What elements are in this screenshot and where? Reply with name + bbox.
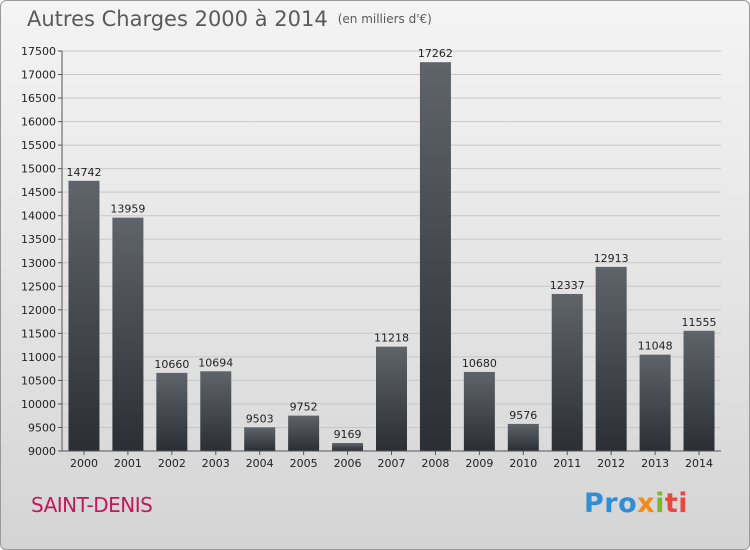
- bar-value-label: 17262: [418, 47, 453, 60]
- bar-2011: [551, 293, 583, 451]
- chart-title-text: Autres Charges 2000 à 2014: [27, 7, 328, 31]
- y-tick-label: 13500: [21, 233, 56, 246]
- bar-2009: [463, 371, 495, 451]
- x-tick-label: 2005: [290, 457, 318, 470]
- y-tick-label: 10500: [21, 374, 56, 387]
- bar-2007: [376, 346, 407, 451]
- x-tick-label: 2011: [553, 457, 581, 470]
- x-tick-label: 2000: [70, 457, 98, 470]
- y-tick-label: 9500: [28, 421, 56, 434]
- y-tick-label: 17000: [21, 69, 56, 82]
- chart-title: Autres Charges 2000 à 2014 (en milliers d…: [27, 7, 432, 31]
- y-tick-label: 11000: [21, 351, 56, 364]
- y-tick-label: 15000: [21, 163, 56, 176]
- y-tick-label: 12000: [21, 304, 56, 317]
- bar-value-label: 11555: [682, 316, 717, 329]
- bar-value-label: 13959: [110, 203, 145, 216]
- bar-2003: [200, 371, 232, 451]
- proxiti-logo: Proxiti: [584, 488, 688, 519]
- x-tick-label: 2010: [509, 457, 537, 470]
- y-tick-label: 15500: [21, 139, 56, 152]
- y-tick-label: 9000: [28, 445, 56, 458]
- x-tick-label: 2009: [465, 457, 493, 470]
- bar-2012: [595, 266, 627, 451]
- x-tick-label: 2014: [685, 457, 713, 470]
- bar-2006: [332, 443, 364, 451]
- bar-value-label: 9169: [334, 428, 362, 441]
- y-tick-label: 17500: [21, 45, 56, 58]
- logo-part-x: x: [637, 488, 656, 519]
- x-tick-label: 2007: [378, 457, 406, 470]
- x-tick-label: 2006: [334, 457, 362, 470]
- y-tick-label: 16000: [21, 116, 56, 129]
- bar-value-label: 10680: [462, 357, 497, 370]
- x-tick-label: 2013: [641, 457, 669, 470]
- bar-2010: [507, 423, 539, 451]
- bar-2002: [156, 372, 188, 451]
- bar-value-label: 11218: [374, 332, 409, 345]
- bar-2014: [683, 330, 715, 451]
- y-tick-label: 13000: [21, 257, 56, 270]
- bar-value-label: 9576: [509, 409, 537, 422]
- y-tick-label: 14000: [21, 210, 56, 223]
- y-tick-label: 14500: [21, 186, 56, 199]
- logo-part-ti: ti: [664, 488, 689, 519]
- x-tick-label: 2012: [597, 457, 625, 470]
- logo-part-pro: Pro: [584, 488, 638, 519]
- bar-value-label: 10694: [198, 356, 233, 369]
- chart-unit: (en milliers d'€): [337, 12, 432, 26]
- bar-2000: [68, 180, 100, 451]
- x-tick-label: 2004: [246, 457, 274, 470]
- bar-2005: [288, 415, 320, 451]
- y-tick-label: 11500: [21, 327, 56, 340]
- bar-value-label: 9752: [290, 401, 318, 414]
- x-tick-label: 2001: [114, 457, 142, 470]
- bar-2004: [244, 427, 276, 451]
- x-tick-label: 2008: [421, 457, 449, 470]
- y-tick-label: 10000: [21, 398, 56, 411]
- y-axis: 9000 9500 10000 10500 11000 11500 12000 12500 13…: [21, 45, 63, 458]
- x-axis: 2000 2001 2002 2003 2004 2005 2006 2007 2008 2009…: [62, 450, 721, 470]
- bar-value-label: 12913: [594, 252, 629, 265]
- bar-value-label: 11048: [638, 340, 673, 353]
- bar-value-label: 10660: [154, 358, 189, 371]
- y-tick-label: 12500: [21, 280, 56, 293]
- y-tick-label: 16500: [21, 92, 56, 105]
- bar-value-label: 12337: [550, 279, 585, 292]
- bars: 14742 13959 10660 10694 9503 9752 9169 11218 172…: [66, 47, 717, 451]
- bar-2008: [419, 62, 451, 451]
- city-name: SAINT-DENIS: [31, 493, 153, 517]
- bar-2001: [112, 217, 144, 451]
- bar-value-label: 14742: [66, 166, 101, 179]
- logo-part-i: i: [655, 488, 665, 519]
- x-tick-label: 2002: [158, 457, 186, 470]
- bar-2013: [639, 354, 671, 451]
- bar-value-label: 9503: [246, 412, 274, 425]
- x-tick-label: 2003: [202, 457, 230, 470]
